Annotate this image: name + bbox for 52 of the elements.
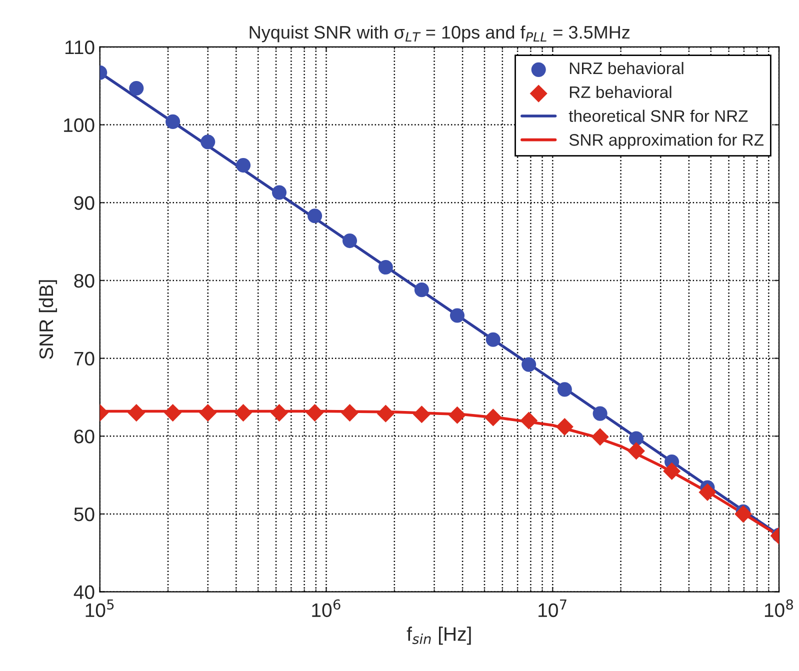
point (484, 408, 502, 426)
point (520, 412, 538, 430)
legend-label: RZ behavioral (570, 86, 672, 98)
point (698, 483, 716, 501)
point (234, 404, 252, 422)
point (164, 404, 182, 422)
point (376, 404, 394, 422)
point (272, 185, 287, 200)
legend-label: NRZ behavioral (570, 62, 684, 74)
point (378, 260, 393, 275)
point (412, 406, 430, 424)
point (556, 418, 574, 436)
point (306, 404, 324, 422)
point (199, 404, 217, 422)
chart-title: Nyquist SNR with σ$_{LT}$ = 10ps and f$_{PLL}$ = 3.5MHz (250, 25, 630, 42)
point (450, 308, 465, 323)
point (486, 332, 500, 347)
y-tick-label: 110 (65, 40, 94, 54)
point (627, 442, 646, 460)
x-axis-title: f$_{sin}$ [Hz] (406, 626, 471, 645)
point (200, 134, 216, 150)
point (236, 158, 251, 173)
point (166, 114, 180, 129)
x-tick-label: 10$^{6}$ (312, 599, 340, 618)
x-tick-label: 10$^{8}$ (764, 599, 794, 618)
point (342, 234, 358, 248)
point (270, 404, 288, 422)
point (129, 80, 144, 96)
legend-label: theoretical SNR for NRZ (568, 110, 748, 122)
point (663, 462, 681, 480)
y-axis-title: SNR [dB] (38, 280, 58, 360)
y-tick-label: 60 (74, 430, 94, 444)
point (128, 404, 146, 422)
x-tick-label: 10$^{7}$ (538, 600, 566, 618)
point (628, 431, 644, 446)
y-tick-label: 70 (74, 352, 94, 366)
y-tick-label: 90 (74, 196, 94, 210)
y-tick-label: 40 (74, 585, 94, 600)
y-tick-label: 100 (64, 118, 94, 132)
point (414, 282, 429, 298)
y-tick-label: 50 (74, 507, 94, 522)
point (522, 357, 536, 372)
point (308, 208, 322, 224)
point (591, 428, 609, 446)
point (592, 406, 608, 421)
point (340, 404, 359, 422)
y-tick-label: 80 (74, 274, 94, 288)
legend-label: SNR approximation for RZ (569, 134, 764, 150)
point (448, 406, 466, 424)
point (557, 382, 572, 397)
x-tick-label: 10$^{5}$ (86, 600, 114, 618)
point (734, 505, 752, 523)
